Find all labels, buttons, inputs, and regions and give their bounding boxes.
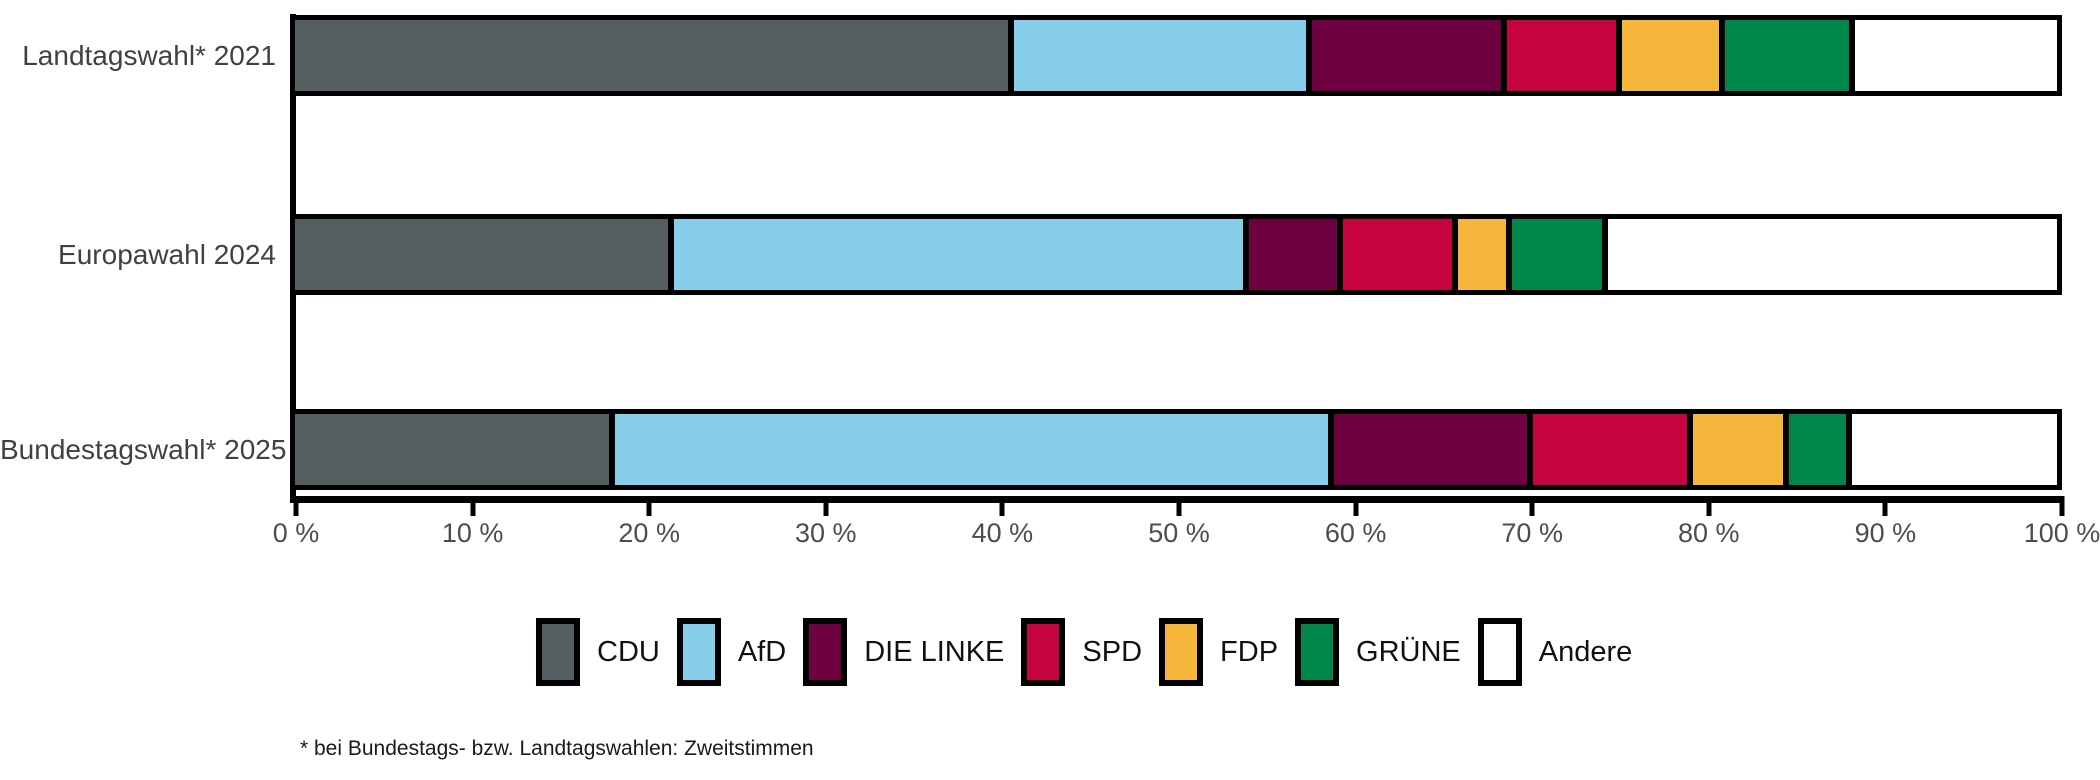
- footnote: * bei Bundestags- bzw. Landtagswahlen: Z…: [300, 737, 814, 760]
- category-axis-labels: Landtagswahl* 2021 Europawahl 2024 Bundest…: [0, 14, 287, 503]
- legend-label-grüne: GRÜNE: [1356, 635, 1461, 668]
- x-axis-tick-90: [1882, 496, 1888, 516]
- bar-segment-fdp: [1458, 219, 1507, 290]
- bar-segment-fdp: [1692, 414, 1783, 485]
- legend-item-afd: AfD: [676, 618, 787, 686]
- legend-label-die-linke: DIE LINKE: [864, 635, 1005, 668]
- bar-segment-afd: [673, 219, 1244, 290]
- legend-item-fdp: FDP: [1159, 618, 1278, 686]
- bar-segment-afd: [1013, 20, 1306, 91]
- x-axis-tick-label-20: 20 %: [618, 518, 680, 548]
- x-axis-tick-20: [646, 496, 652, 516]
- bar-row-europawahl-2024: [290, 214, 2062, 295]
- x-axis-tick-60: [1353, 496, 1359, 516]
- legend-swatch-fdp: [1159, 618, 1204, 686]
- legend-swatch-die-linke: [803, 618, 848, 686]
- x-axis-tick-label-90: 90 %: [1854, 518, 1917, 548]
- x-axis-tick-label-60: 60 %: [1324, 518, 1387, 548]
- category-label-europawahl-2024: Europawahl 2024: [58, 238, 276, 270]
- bar-segment-afd: [615, 414, 1328, 485]
- legend-item-spd: SPD: [1021, 618, 1142, 686]
- legend-item-cdu: CDU: [536, 618, 660, 686]
- bar-segment-die-linke: [1311, 20, 1502, 91]
- category-label-landtagswahl-2021: Landtagswahl* 2021: [22, 39, 276, 71]
- legend-label-andere: Andere: [1538, 635, 1633, 668]
- bar-segment-cdu: [295, 414, 610, 485]
- category-label-bundestagswahl-2025: Bundestagswahl* 2025: [0, 433, 287, 465]
- bar-segment-fdp: [1622, 20, 1719, 91]
- bar-segment-die-linke: [1249, 219, 1338, 290]
- bar-segment-cdu: [295, 20, 1008, 91]
- legend-swatch-afd: [676, 618, 721, 686]
- bar-segment-spd: [1507, 20, 1617, 91]
- bar-segment-grüne: [1724, 20, 1850, 91]
- legend-swatch-andere: [1477, 618, 1522, 686]
- legend-label-fdp: FDP: [1220, 635, 1279, 668]
- x-axis-tick-50: [1176, 496, 1182, 516]
- plot-area: 0 % 10 % 20 % 30 % 40 % 50 % 60 % 70 % 80 % 90 % 1…: [273, 14, 2100, 548]
- bar-segment-grüne: [1512, 219, 1603, 290]
- legend-swatch-cdu: [536, 618, 580, 686]
- bar-row-landtagswahl-2021: [290, 15, 2062, 96]
- x-axis-tick-100: [2059, 496, 2065, 516]
- bar-segment-andere: [1855, 20, 2057, 91]
- legend-label-cdu: CDU: [597, 635, 660, 668]
- x-axis-tick-label-80: 80 %: [1678, 518, 1740, 548]
- x-axis-tick-label-50: 50 %: [1148, 518, 1210, 548]
- legend-label-afd: AfD: [737, 635, 787, 668]
- legend: CDU AfD DIE LINKE SPD FDP GRÜNE Andere: [536, 618, 1632, 686]
- legend-item-grüne: GRÜNE: [1295, 618, 1461, 686]
- legend-swatch-spd: [1021, 618, 1066, 686]
- legend-item-die-linke: DIE LINKE: [803, 618, 1004, 686]
- legend-item-andere: Andere: [1477, 618, 1633, 686]
- x-axis-tick-0: [293, 496, 299, 516]
- x-axis-tick-80: [1706, 496, 1712, 516]
- bar-segment-spd: [1533, 414, 1687, 485]
- x-axis-tick-label-70: 70 %: [1501, 518, 1563, 548]
- x-axis-tick-10: [470, 496, 476, 516]
- legend-label-spd: SPD: [1082, 635, 1143, 668]
- bar-segment-grüne: [1788, 414, 1846, 485]
- x-axis-tick-label-0: 0 %: [272, 518, 320, 548]
- bar-segment-spd: [1343, 219, 1453, 290]
- x-axis-tick-70: [1529, 496, 1535, 516]
- legend-swatch-grüne: [1295, 618, 1340, 686]
- x-axis-tick-label-30: 30 %: [795, 518, 857, 548]
- x-axis-tick-label-10: 10 %: [441, 518, 504, 548]
- x-axis-tick-40: [999, 496, 1005, 516]
- x-axis-tick-30: [823, 496, 829, 516]
- bar-segment-andere: [1851, 414, 2057, 485]
- x-axis-tick-label-40: 40 %: [971, 518, 1034, 548]
- bar-segment-cdu: [295, 219, 668, 290]
- bar-segment-andere: [1608, 219, 2057, 290]
- bar-segment-die-linke: [1333, 414, 1528, 485]
- bar-row-bundestagswahl-2025: [290, 409, 2062, 490]
- x-axis-tick-label-100: 100 %: [2023, 518, 2100, 548]
